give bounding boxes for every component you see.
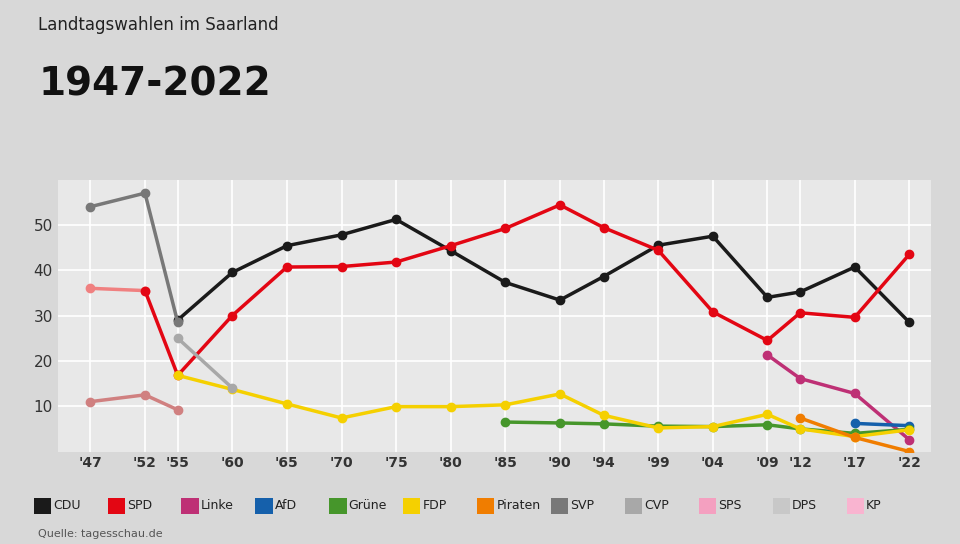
Text: Landtagswahlen im Saarland: Landtagswahlen im Saarland: [38, 16, 279, 34]
Text: SPD: SPD: [127, 499, 152, 512]
Text: DPS: DPS: [792, 499, 817, 512]
Text: Piraten: Piraten: [496, 499, 540, 512]
Text: CVP: CVP: [644, 499, 669, 512]
Text: 1947-2022: 1947-2022: [38, 65, 271, 103]
Text: Grüne: Grüne: [348, 499, 387, 512]
Text: CDU: CDU: [53, 499, 81, 512]
Text: SPS: SPS: [718, 499, 741, 512]
Text: Quelle: tagesschau.de: Quelle: tagesschau.de: [38, 529, 163, 539]
Text: KP: KP: [866, 499, 881, 512]
Text: Linke: Linke: [201, 499, 233, 512]
Text: AfD: AfD: [275, 499, 297, 512]
Text: SVP: SVP: [570, 499, 594, 512]
Text: FDP: FDP: [422, 499, 446, 512]
